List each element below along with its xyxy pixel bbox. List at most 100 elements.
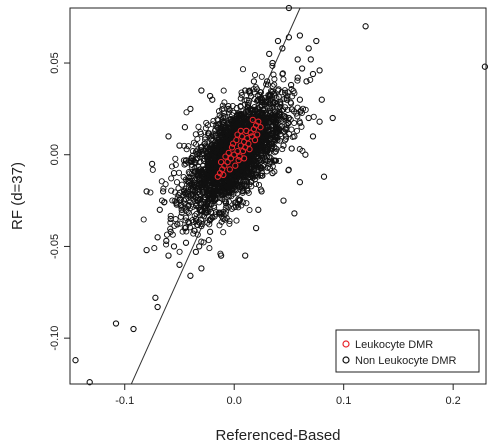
background-cloud-point bbox=[251, 150, 258, 157]
background-cloud-point bbox=[224, 186, 231, 194]
point-non-leukocyte-dmr bbox=[305, 114, 312, 122]
background-cloud-point bbox=[262, 156, 269, 163]
point-non-leukocyte-dmr bbox=[307, 56, 314, 63]
background-cloud-point bbox=[246, 206, 253, 214]
point-leukocyte-dmr bbox=[217, 158, 225, 166]
point-non-leukocyte-dmr bbox=[196, 243, 203, 250]
point-non-leukocyte-dmr bbox=[214, 188, 221, 195]
background-cloud-point bbox=[239, 66, 247, 73]
background-cloud-point bbox=[185, 169, 192, 176]
point-non-leukocyte-dmr bbox=[272, 111, 279, 118]
background-cloud-point bbox=[172, 189, 179, 196]
background-cloud-point bbox=[267, 87, 275, 95]
background-cloud-point bbox=[218, 191, 225, 198]
point-non-leukocyte-dmr bbox=[182, 239, 190, 246]
background-cloud-point bbox=[282, 135, 289, 142]
point-non-leukocyte-dmr bbox=[170, 243, 178, 250]
point-non-leukocyte-dmr bbox=[287, 81, 295, 89]
background-cloud-point bbox=[233, 118, 240, 125]
background-cloud-point bbox=[265, 142, 272, 150]
background-cloud-point bbox=[175, 185, 182, 192]
background-cloud-point bbox=[180, 173, 187, 181]
point-non-leukocyte-dmr bbox=[181, 124, 189, 131]
point-non-leukocyte-dmr bbox=[285, 34, 293, 41]
background-cloud-point bbox=[243, 128, 251, 135]
background-cloud-point bbox=[194, 222, 201, 229]
background-cloud-point bbox=[183, 228, 190, 235]
background-cloud-point bbox=[220, 124, 227, 131]
background-cloud-point bbox=[268, 142, 276, 149]
background-cloud-point bbox=[205, 237, 212, 244]
point-non-leukocyte-dmr bbox=[187, 272, 194, 279]
background-cloud-point bbox=[219, 130, 226, 137]
background-cloud-point bbox=[201, 157, 208, 164]
point-non-leukocyte-dmr bbox=[167, 215, 174, 223]
point-non-leukocyte-dmr bbox=[165, 133, 172, 140]
background-cloud-point bbox=[188, 163, 195, 171]
point-non-leukocyte-dmr bbox=[280, 197, 287, 204]
background-cloud-point bbox=[230, 109, 237, 116]
background-cloud-point bbox=[258, 172, 265, 179]
background-cloud-point bbox=[185, 143, 192, 150]
y-tick-label: -0.05 bbox=[49, 234, 61, 259]
background-cloud-point bbox=[221, 99, 228, 106]
legend-label-leukocyte: Leukocyte DMR bbox=[355, 339, 433, 351]
background-cloud-point bbox=[168, 163, 176, 170]
point-non-leukocyte-dmr bbox=[294, 56, 301, 63]
background-cloud-point bbox=[240, 112, 247, 119]
point-non-leukocyte-dmr bbox=[305, 45, 312, 52]
background-cloud-point bbox=[187, 181, 194, 188]
point-non-leukocyte-dmr bbox=[283, 96, 290, 103]
background-cloud-point bbox=[270, 101, 277, 108]
background-cloud-point bbox=[196, 207, 203, 214]
background-cloud-point bbox=[227, 116, 234, 123]
background-cloud-point bbox=[237, 124, 244, 131]
background-cloud-point bbox=[294, 113, 301, 120]
background-cloud-point bbox=[291, 119, 298, 127]
point-non-leukocyte-dmr bbox=[252, 160, 260, 168]
background-cloud-point bbox=[185, 179, 192, 187]
background-cloud-point bbox=[258, 73, 265, 80]
background-cloud-point bbox=[206, 245, 213, 252]
x-tick-label: 0.0 bbox=[227, 395, 242, 407]
background-cloud-point bbox=[285, 166, 292, 173]
background-cloud-point bbox=[212, 196, 219, 203]
background-cloud-point bbox=[209, 121, 216, 128]
legend-label-non-leukocyte: Non Leukocyte DMR bbox=[355, 355, 457, 367]
background-cloud-point bbox=[259, 109, 266, 116]
legend-marker-leukocyte bbox=[342, 340, 350, 348]
background-cloud-point bbox=[297, 120, 304, 127]
background-cloud-point bbox=[273, 119, 280, 126]
background-cloud-point bbox=[167, 219, 174, 226]
background-cloud-point bbox=[215, 129, 223, 136]
background-cloud-point bbox=[268, 114, 275, 121]
point-non-leukocyte-dmr bbox=[217, 252, 225, 259]
background-cloud-point bbox=[196, 169, 203, 176]
background-cloud-point bbox=[176, 195, 183, 202]
point-non-leukocyte-dmr bbox=[170, 169, 178, 177]
point-non-leukocyte-dmr bbox=[266, 50, 273, 58]
background-cloud-point bbox=[238, 92, 245, 99]
point-non-leukocyte-dmr bbox=[274, 37, 282, 45]
background-cloud-point bbox=[168, 187, 175, 194]
background-cloud-point bbox=[183, 157, 190, 164]
background-cloud-point bbox=[206, 206, 213, 213]
background-cloud-point bbox=[299, 147, 306, 154]
background-cloud-point bbox=[255, 166, 262, 173]
point-non-leukocyte-dmr bbox=[242, 252, 249, 259]
point-non-leukocyte-dmr bbox=[220, 114, 227, 122]
point-non-leukocyte-dmr bbox=[236, 197, 243, 204]
background-cloud-point bbox=[233, 217, 240, 224]
background-cloud-point bbox=[244, 165, 251, 172]
background-cloud-point bbox=[216, 130, 223, 137]
background-cloud-point bbox=[198, 175, 205, 182]
point-non-leukocyte-dmr bbox=[362, 23, 369, 30]
background-cloud-point bbox=[207, 155, 214, 162]
background-cloud-point bbox=[279, 71, 286, 78]
background-cloud-point bbox=[230, 171, 237, 178]
point-non-leukocyte-dmr bbox=[192, 215, 200, 223]
background-cloud-point bbox=[223, 188, 230, 195]
point-non-leukocyte-dmr bbox=[296, 179, 304, 186]
background-cloud-point bbox=[241, 158, 248, 165]
